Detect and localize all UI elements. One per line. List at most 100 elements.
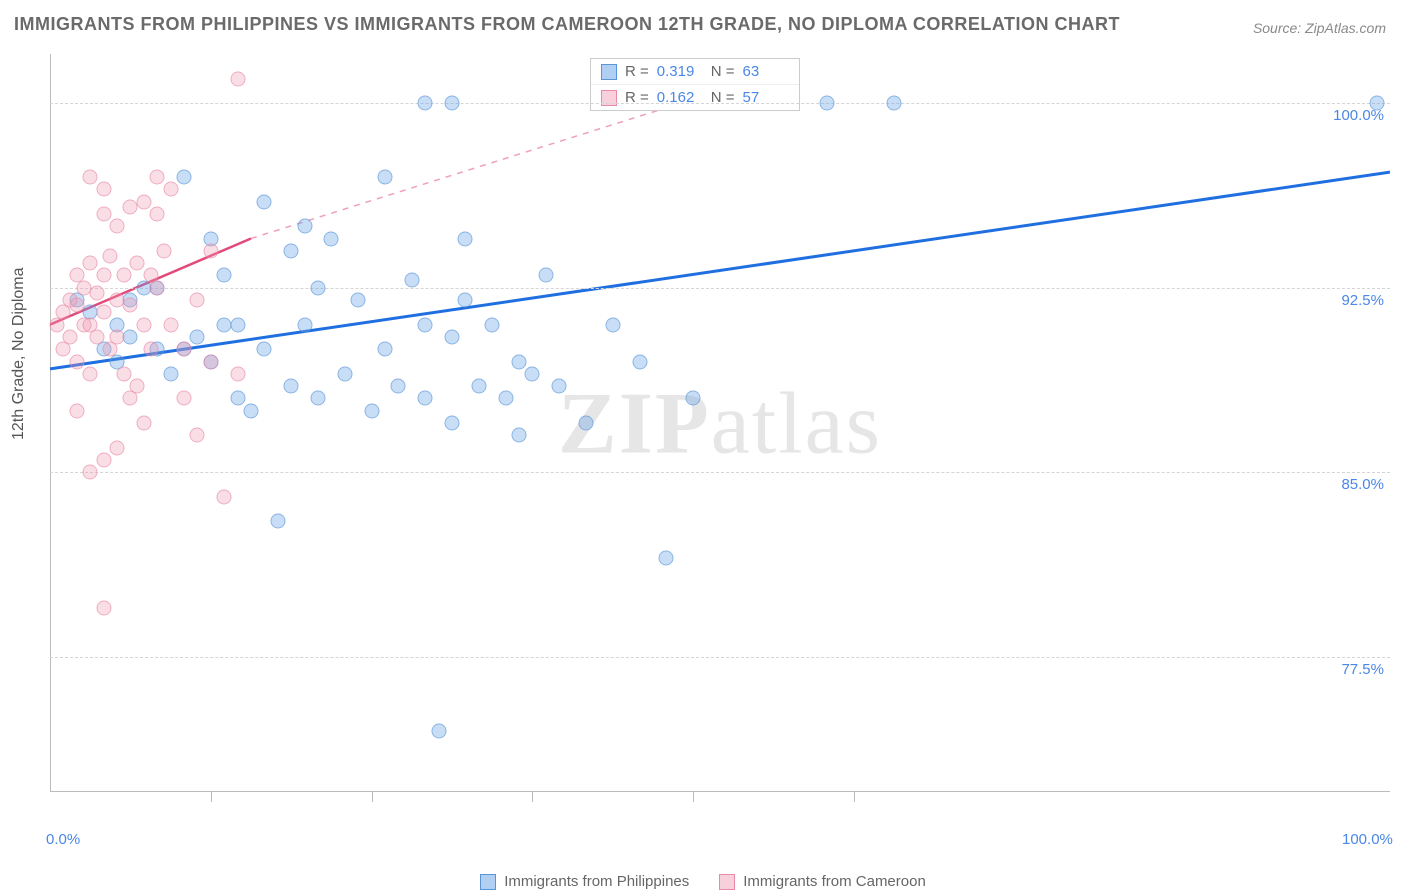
scatter-point [177, 342, 192, 357]
scatter-point [579, 416, 594, 431]
scatter-point [605, 317, 620, 332]
scatter-point [123, 329, 138, 344]
scatter-point [257, 194, 272, 209]
scatter-point [96, 268, 111, 283]
scatter-point [498, 391, 513, 406]
scatter-point [471, 379, 486, 394]
scatter-point [63, 329, 78, 344]
x-tick-label: 100.0% [1342, 831, 1393, 848]
gridline-h [50, 103, 1390, 104]
scatter-point [96, 305, 111, 320]
scatter-point [431, 723, 446, 738]
scatter-point [69, 297, 84, 312]
scatter-point [163, 317, 178, 332]
scatter-point [659, 551, 674, 566]
scatter-point [485, 317, 500, 332]
scatter-point [203, 243, 218, 258]
legend-n-label: N = [711, 63, 735, 80]
x-tick-minor [693, 792, 694, 802]
scatter-point [83, 256, 98, 271]
scatter-point [123, 297, 138, 312]
x-tick-minor [532, 792, 533, 802]
scatter-point [190, 428, 205, 443]
scatter-point [632, 354, 647, 369]
scatter-point [163, 366, 178, 381]
scatter-point [512, 428, 527, 443]
scatter-point [230, 391, 245, 406]
scatter-point [525, 366, 540, 381]
scatter-point [538, 268, 553, 283]
scatter-point [96, 452, 111, 467]
scatter-point [391, 379, 406, 394]
scatter-point [150, 280, 165, 295]
scatter-point [123, 391, 138, 406]
scatter-point [136, 317, 151, 332]
scatter-point [378, 342, 393, 357]
gridline-h [50, 657, 1390, 658]
scatter-point [190, 329, 205, 344]
legend-swatch [480, 874, 496, 890]
gridline-h [50, 288, 1390, 289]
bottom-legend-item: Immigrants from Cameroon [719, 873, 926, 890]
y-tick-label: 85.0% [1341, 476, 1384, 493]
scatter-point [103, 248, 118, 263]
legend-stat-row: R = 0.162 N = 57 [591, 85, 799, 110]
scatter-point [512, 354, 527, 369]
scatter-point [130, 256, 145, 271]
scatter-point [163, 182, 178, 197]
legend-n-value: 63 [743, 63, 789, 80]
legend-r-value: 0.319 [657, 63, 703, 80]
scatter-point [324, 231, 339, 246]
legend-stat-row: R = 0.319 N = 63 [591, 59, 799, 85]
x-axis-line [50, 791, 1390, 792]
y-tick-label: 92.5% [1341, 292, 1384, 309]
scatter-point [177, 170, 192, 185]
scatter-point [96, 206, 111, 221]
scatter-point [257, 342, 272, 357]
scatter-point [217, 489, 232, 504]
scatter-point [217, 268, 232, 283]
scatter-point [418, 96, 433, 111]
scatter-point [244, 403, 259, 418]
scatter-point [136, 194, 151, 209]
y-axis-line [50, 54, 51, 792]
scatter-point [143, 342, 158, 357]
scatter-point [69, 403, 84, 418]
x-tick-minor [372, 792, 373, 802]
scatter-point [1369, 96, 1384, 111]
scatter-point [150, 206, 165, 221]
y-axis-label: 12th Grade, No Diploma [10, 267, 28, 440]
scatter-point [445, 416, 460, 431]
gridline-h [50, 472, 1390, 473]
scatter-point [96, 182, 111, 197]
scatter-point [190, 293, 205, 308]
scatter-point [458, 293, 473, 308]
source-attribution: Source: ZipAtlas.com [1253, 20, 1386, 36]
watermark: ZIPatlas [558, 373, 882, 474]
scatter-point [297, 219, 312, 234]
scatter-point [110, 440, 125, 455]
scatter-point [156, 243, 171, 258]
scatter-point [136, 416, 151, 431]
scatter-point [83, 465, 98, 480]
scatter-point [284, 379, 299, 394]
legend-swatch [719, 874, 735, 890]
scatter-point [96, 600, 111, 615]
scatter-point [887, 96, 902, 111]
scatter-point [89, 329, 104, 344]
scatter-point [83, 366, 98, 381]
scatter-point [177, 391, 192, 406]
legend-swatch [601, 64, 617, 80]
scatter-point [445, 96, 460, 111]
trend-lines [50, 54, 1390, 824]
scatter-point [110, 329, 125, 344]
scatter-point [230, 317, 245, 332]
scatter-point [552, 379, 567, 394]
x-tick-minor [854, 792, 855, 802]
scatter-point [686, 391, 701, 406]
bottom-legend-item: Immigrants from Philippines [480, 873, 689, 890]
scatter-point [418, 391, 433, 406]
scatter-point [311, 391, 326, 406]
scatter-point [445, 329, 460, 344]
legend-r-label: R = [625, 63, 649, 80]
